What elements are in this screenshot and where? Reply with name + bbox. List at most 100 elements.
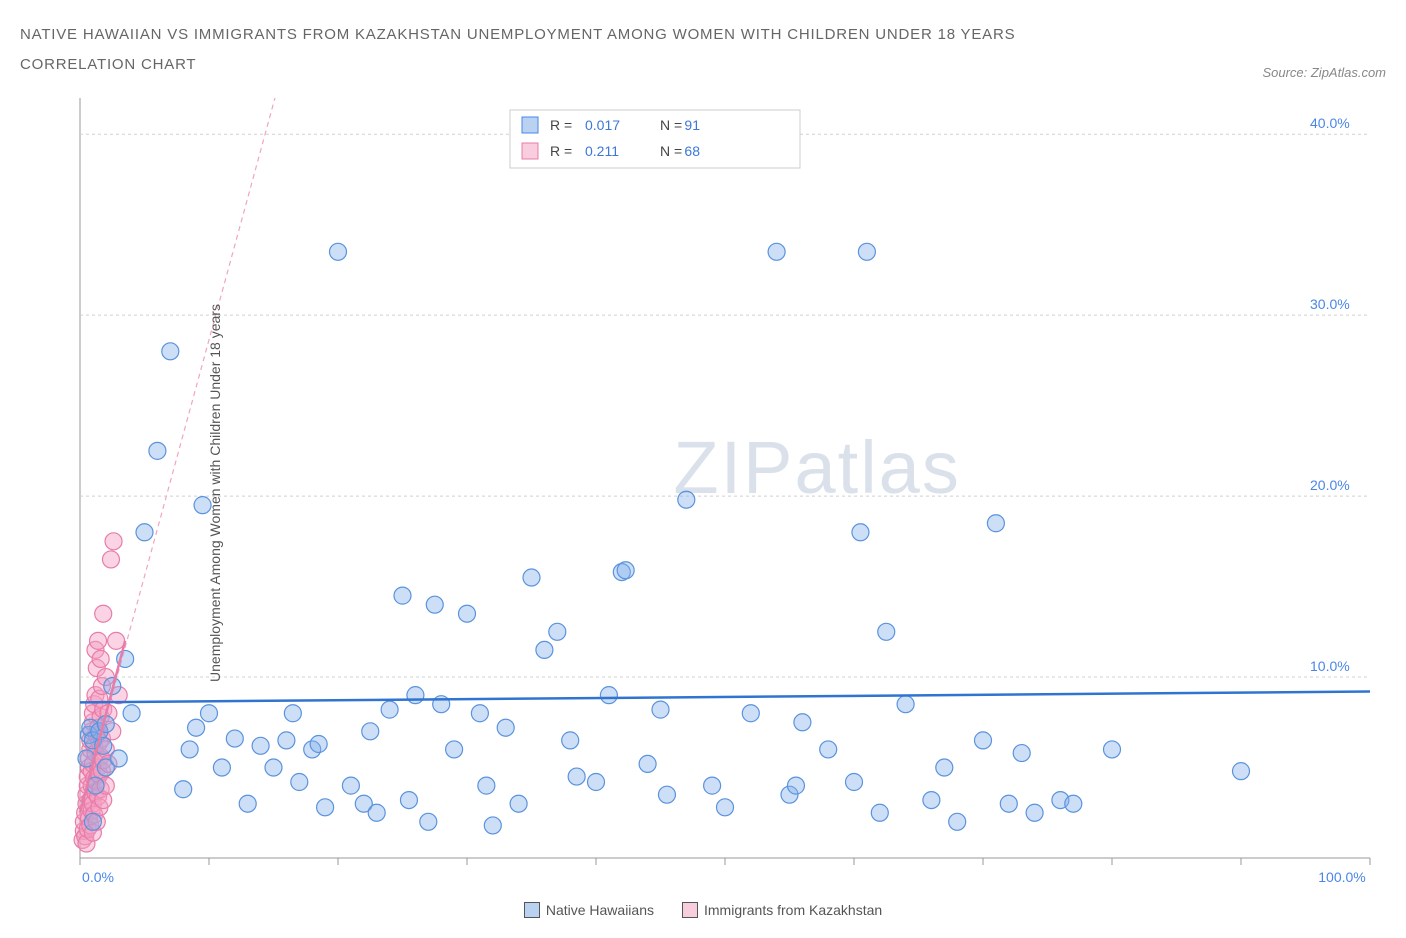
data-point <box>871 804 888 821</box>
data-point <box>658 786 675 803</box>
data-point <box>188 719 205 736</box>
data-point <box>600 687 617 704</box>
y-axis-label: Unemployment Among Women with Children U… <box>207 304 223 682</box>
data-point <box>1104 741 1121 758</box>
data-point <box>368 804 385 821</box>
data-point <box>291 774 308 791</box>
data-point <box>704 777 721 794</box>
data-point <box>652 701 669 718</box>
data-point <box>678 491 695 508</box>
data-point <box>484 817 501 834</box>
data-point <box>1233 763 1250 780</box>
data-point <box>265 759 282 776</box>
data-point <box>936 759 953 776</box>
data-point <box>362 723 379 740</box>
data-point <box>110 750 127 767</box>
data-point <box>278 732 295 749</box>
data-point <box>510 795 527 812</box>
data-point <box>1000 795 1017 812</box>
data-point <box>317 799 334 816</box>
source-label: Source: ZipAtlas.com <box>1262 65 1386 80</box>
data-point <box>820 741 837 758</box>
data-point <box>162 343 179 360</box>
data-point <box>459 605 476 622</box>
data-point <box>523 569 540 586</box>
legend-n-value: 91 <box>684 117 700 133</box>
data-point <box>381 701 398 718</box>
data-point <box>407 687 424 704</box>
legend-n-label: N = <box>660 143 682 159</box>
data-point <box>201 705 218 722</box>
legend-r-label: R = <box>550 117 572 133</box>
data-point <box>239 795 256 812</box>
data-point <box>342 777 359 794</box>
data-point <box>330 243 347 260</box>
data-point <box>1013 745 1030 762</box>
data-point <box>84 813 101 830</box>
data-point <box>446 741 463 758</box>
legend-r-label: R = <box>550 143 572 159</box>
data-point <box>794 714 811 731</box>
y-tick-label: 30.0% <box>1310 296 1350 312</box>
data-point <box>181 741 198 758</box>
series-legend: Native HawaiiansImmigrants from Kazakhst… <box>20 902 1386 918</box>
data-point <box>400 792 417 809</box>
data-point <box>787 777 804 794</box>
legend-label: Immigrants from Kazakhstan <box>704 902 882 918</box>
data-point <box>639 755 656 772</box>
y-tick-label: 20.0% <box>1310 477 1350 493</box>
data-point <box>284 705 301 722</box>
data-point <box>568 768 585 785</box>
legend-swatch-blue <box>522 117 538 133</box>
legend-n-label: N = <box>660 117 682 133</box>
chart-title: NATIVE HAWAIIAN VS IMMIGRANTS FROM KAZAK… <box>20 20 1015 80</box>
data-point <box>897 696 914 713</box>
data-point <box>108 632 125 649</box>
data-point <box>717 799 734 816</box>
y-tick-label: 10.0% <box>1310 658 1350 674</box>
legend-item: Immigrants from Kazakhstan <box>682 902 882 918</box>
data-point <box>852 524 869 541</box>
data-point <box>149 442 166 459</box>
data-point <box>123 705 140 722</box>
chart-container: Unemployment Among Women with Children U… <box>20 88 1386 898</box>
watermark: ZIPatlas <box>673 426 960 509</box>
data-point <box>102 551 119 568</box>
data-point <box>742 705 759 722</box>
trend-line-blue <box>80 692 1370 703</box>
data-point <box>617 562 634 579</box>
data-point <box>310 736 327 753</box>
data-point <box>497 719 514 736</box>
data-point <box>1065 795 1082 812</box>
title-line-1: NATIVE HAWAIIAN VS IMMIGRANTS FROM KAZAK… <box>20 26 1015 43</box>
data-point <box>105 533 122 550</box>
data-point <box>588 774 605 791</box>
legend-swatch-blue <box>524 902 540 918</box>
data-point <box>394 587 411 604</box>
data-point <box>226 730 243 747</box>
x-tick-label: 100.0% <box>1318 869 1365 885</box>
data-point <box>471 705 488 722</box>
data-point <box>175 781 192 798</box>
data-point <box>975 732 992 749</box>
legend-swatch-pink <box>522 143 538 159</box>
data-point <box>562 732 579 749</box>
data-point <box>92 650 109 667</box>
data-point <box>252 737 269 754</box>
data-point <box>878 623 895 640</box>
legend-swatch-pink <box>682 902 698 918</box>
data-point <box>949 813 966 830</box>
data-point <box>858 243 875 260</box>
scatter-chart: 10.0%20.0%30.0%40.0%0.0%100.0%ZIPatlasR … <box>20 88 1386 898</box>
data-point <box>420 813 437 830</box>
legend-n-value: 68 <box>684 143 700 159</box>
data-point <box>923 792 940 809</box>
data-point <box>426 596 443 613</box>
data-point <box>213 759 230 776</box>
data-point <box>987 515 1004 532</box>
data-point <box>846 774 863 791</box>
x-tick-label: 0.0% <box>82 869 114 885</box>
data-point <box>536 641 553 658</box>
data-point <box>549 623 566 640</box>
data-point <box>95 605 112 622</box>
